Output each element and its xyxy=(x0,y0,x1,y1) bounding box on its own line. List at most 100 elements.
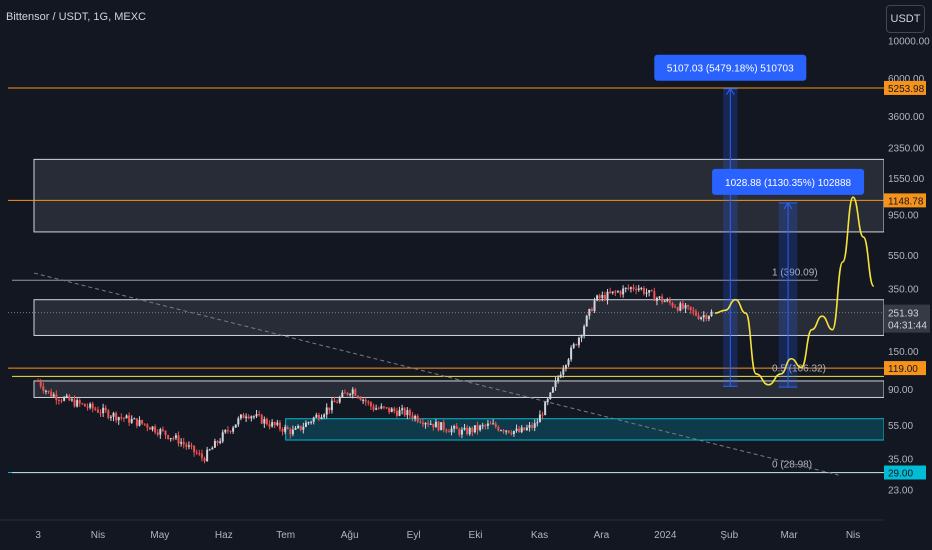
price-tick-label: 6000.00 xyxy=(888,74,925,85)
candle-body xyxy=(94,408,97,410)
candle-body xyxy=(148,427,151,430)
price-axis[interactable]: 10000.00 6000.00 3600.00 2350.00 1550.00 950.… xyxy=(884,0,932,550)
candle-body xyxy=(611,291,614,294)
candle-body xyxy=(393,408,396,412)
candle-body xyxy=(180,442,183,444)
candle-body xyxy=(481,425,484,427)
candle-body xyxy=(590,308,593,312)
candle-body xyxy=(346,392,349,395)
candle-body xyxy=(388,407,391,413)
time-tick-label: May xyxy=(150,530,169,541)
candle-body xyxy=(130,419,133,423)
candle-body xyxy=(538,414,541,423)
candle-body xyxy=(567,359,570,366)
candle-body xyxy=(546,398,549,403)
candle-body xyxy=(185,444,188,447)
candle-body xyxy=(317,414,320,420)
candle-body xyxy=(232,427,235,432)
candle-body xyxy=(208,449,211,451)
candle-body xyxy=(323,414,326,418)
candle-body xyxy=(455,425,458,430)
candle-body xyxy=(645,292,648,294)
candle-body xyxy=(549,392,552,399)
candle-body xyxy=(65,395,68,398)
candle-body xyxy=(629,287,632,289)
candle-body xyxy=(419,421,422,423)
candle-body xyxy=(174,435,177,439)
candle-body xyxy=(190,445,193,447)
candle-body xyxy=(289,429,292,435)
time-tick-label: Kas xyxy=(531,530,548,541)
candle-body xyxy=(442,422,445,430)
candle-body xyxy=(408,410,411,416)
candle-body xyxy=(434,421,437,428)
candle-body xyxy=(614,291,617,293)
candle-body xyxy=(161,429,164,431)
price-tick-label: 1550.00 xyxy=(888,174,925,185)
candle-body xyxy=(606,291,609,301)
candle-body xyxy=(133,418,136,420)
candle-body xyxy=(395,411,398,416)
candle-body xyxy=(554,380,557,388)
time-tick-label: 3 xyxy=(35,530,41,541)
candle-body xyxy=(219,441,222,443)
candle-body xyxy=(216,440,219,443)
candle-body xyxy=(362,399,365,401)
candle-body xyxy=(401,408,404,411)
candle-body xyxy=(596,295,599,301)
candle-body xyxy=(193,445,196,453)
candle-body xyxy=(325,407,328,415)
time-tick-label: Mar xyxy=(780,530,798,541)
candle-body xyxy=(663,301,666,303)
candle-body xyxy=(536,422,539,424)
time-tick-label: Eyl xyxy=(407,530,421,541)
candle-body xyxy=(237,418,240,425)
candle-body xyxy=(169,438,172,440)
level-badge xyxy=(884,193,926,208)
candle-body xyxy=(572,344,575,348)
candle-body xyxy=(528,425,531,428)
candle-body xyxy=(255,414,258,417)
level-badge-label: 119.00 xyxy=(888,364,918,375)
time-tick-label: Tem xyxy=(276,530,295,541)
candle-body xyxy=(47,390,50,392)
zone-box xyxy=(33,380,885,398)
candle-body xyxy=(187,445,190,447)
candle-body xyxy=(239,414,242,419)
currency-button[interactable]: USDT xyxy=(886,5,925,33)
candle-body xyxy=(588,308,591,316)
candle-body xyxy=(710,311,713,316)
candle-body xyxy=(502,430,505,432)
measure-label-box xyxy=(712,168,865,195)
candle-body xyxy=(78,400,81,404)
candle-body xyxy=(689,306,692,311)
candle-body xyxy=(668,299,671,303)
trendline xyxy=(33,272,839,476)
candle-body xyxy=(81,403,84,405)
candle-body xyxy=(450,428,453,433)
candle-body xyxy=(518,428,521,433)
candle-body xyxy=(375,408,378,410)
candle-body xyxy=(661,296,664,302)
candle-body xyxy=(624,287,627,289)
candle-body xyxy=(299,425,302,430)
candle-body xyxy=(102,407,105,414)
candle-body xyxy=(557,377,560,381)
candle-body xyxy=(510,432,513,435)
candle-body xyxy=(50,391,53,397)
candle-body xyxy=(380,406,383,409)
candle-body xyxy=(151,426,154,430)
candle-body xyxy=(242,414,245,419)
candle-body xyxy=(276,422,279,425)
level-badge xyxy=(884,80,926,95)
candle-body xyxy=(138,419,141,426)
zone-box xyxy=(285,418,885,441)
time-axis[interactable]: 3 Nis May Haz Tem Ağu Eyl Eki Kas Ara 2024 Şub Mar Ni… xyxy=(0,519,884,541)
candle-body xyxy=(341,392,344,398)
candle-body xyxy=(336,402,339,404)
candle-body xyxy=(63,397,66,401)
candle-body xyxy=(135,418,138,426)
candle-body xyxy=(505,430,508,432)
candle-body xyxy=(484,425,487,427)
